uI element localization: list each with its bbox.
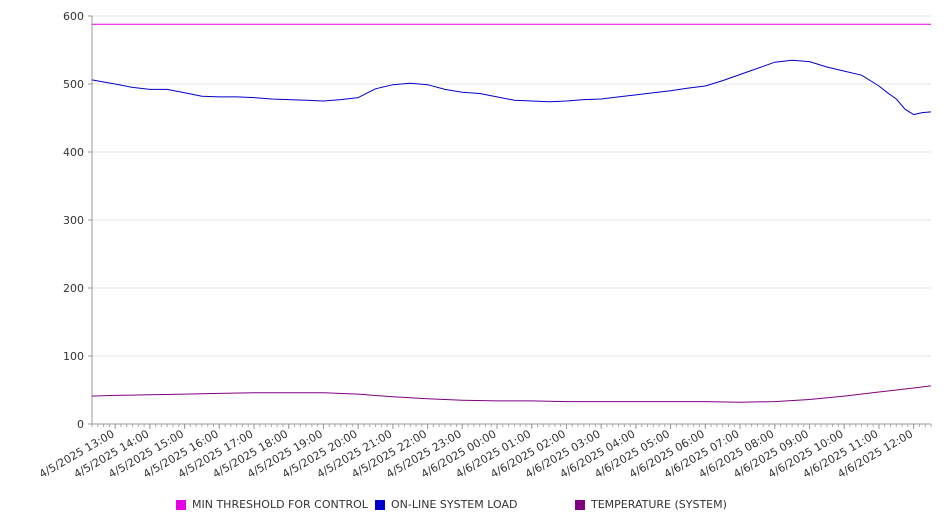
y-tick-label: 500: [63, 78, 84, 91]
legend-label-threshold: MIN THRESHOLD FOR CONTROL: [192, 498, 368, 511]
legend: MIN THRESHOLD FOR CONTROL ON-LINE SYSTEM…: [0, 498, 946, 516]
y-axis-ticks: 0 100 200 300 400 500 600: [63, 10, 92, 431]
y-tick-label: 300: [63, 214, 84, 227]
legend-swatch-temperature: [575, 499, 585, 510]
legend-item-temperature[interactable]: TEMPERATURE (SYSTEM): [575, 498, 727, 511]
legend-label-temperature: TEMPERATURE (SYSTEM): [591, 498, 727, 511]
legend-swatch-threshold: [176, 499, 186, 510]
y-tick-label: 600: [63, 10, 84, 23]
series-line-1: [91, 59, 932, 116]
y-tick-label: 0: [77, 418, 84, 431]
series-line-2: [91, 385, 932, 403]
legend-label-system-load: ON-LINE SYSTEM LOAD: [391, 498, 518, 511]
y-tick-label: 400: [63, 146, 84, 159]
legend-item-threshold[interactable]: MIN THRESHOLD FOR CONTROL: [176, 498, 368, 511]
legend-swatch-system-load: [375, 499, 385, 510]
y-tick-label: 200: [63, 282, 84, 295]
gridlines: [92, 15, 931, 357]
series-lines: [91, 23, 932, 403]
legend-item-system-load[interactable]: ON-LINE SYSTEM LOAD: [375, 498, 517, 511]
y-tick-label: 100: [63, 350, 84, 363]
x-axis-ticks: 4/5/2025 13:004/5/2025 14:004/5/2025 15:…: [37, 424, 932, 481]
